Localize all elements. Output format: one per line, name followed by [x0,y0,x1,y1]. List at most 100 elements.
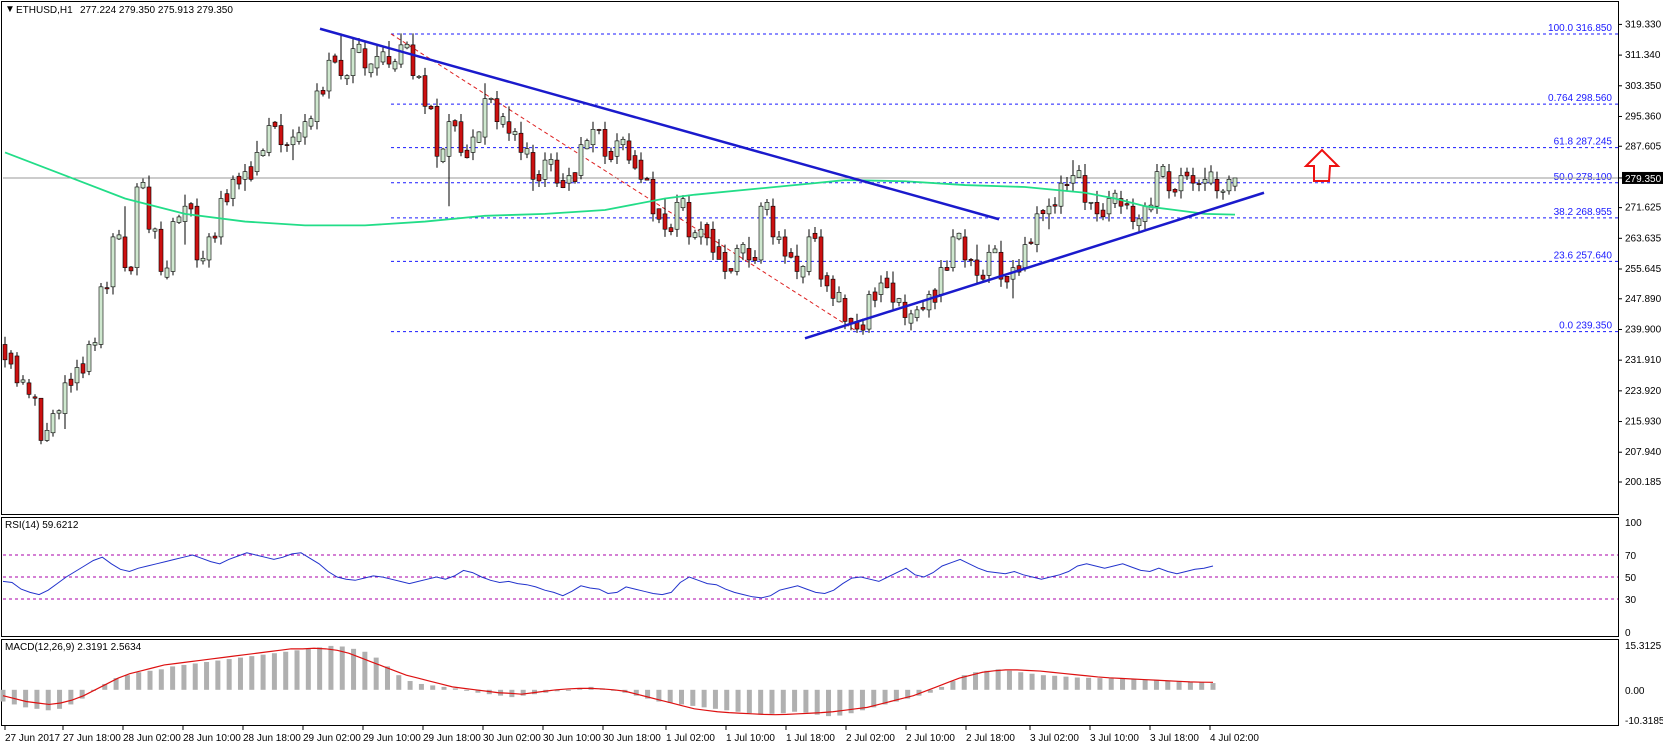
bull-candle [1136,218,1142,227]
time-label: 28 Jun 02:00 [123,733,181,744]
macd-bar [1108,678,1114,690]
time-label: 1 Jul 18:00 [786,733,835,744]
bear-candle [236,175,242,185]
price-tick-label: 223.920 [1625,386,1662,397]
bull-candle [200,257,206,262]
bear-candle [128,266,134,272]
bull-candle [98,286,104,345]
bull-candle [986,251,992,276]
macd-bar [871,689,877,708]
macd-bar [984,670,990,690]
bear-candle [728,268,734,272]
macd-bar [893,689,899,702]
bull-candle [1076,170,1082,178]
bull-candle [176,216,182,223]
macd-bar [57,689,63,709]
macd-bar [1153,679,1159,690]
rsi-panel-frame [1,517,1619,637]
time-label: 30 Jun 18:00 [603,733,661,744]
price-tick-label: 319.330 [1625,19,1662,30]
macd-bar [475,689,481,693]
bull-candle [1202,179,1208,184]
price-tick-label: 239.900 [1625,324,1662,335]
macd-bar [712,689,718,709]
bear-candle [212,235,218,239]
bear-candle [428,105,434,110]
macd-bar [113,678,119,690]
bull-candle [170,221,176,272]
bull-candle [740,244,746,254]
bull-candle [1058,182,1064,207]
macd-bar [294,650,300,690]
macd-bar [351,648,357,690]
macd-bar [192,663,198,690]
bull-candle [152,228,158,232]
bull-candle [1220,190,1226,193]
bull-candle [242,171,248,180]
bull-candle [1178,175,1184,192]
rsi-indicator: 100 70 50 30 0 [2,518,1642,639]
bear-candle [860,324,866,331]
macd-bar [848,689,854,714]
time-label: 27 Jun 2017 [5,733,60,744]
macd-bar [520,689,526,696]
bull-candle [296,132,302,142]
time-label: 2 Jul 02:00 [846,733,895,744]
bull-candle [20,379,26,383]
macd-bar [339,646,345,690]
bear-candle [1094,202,1100,215]
bear-candle [980,274,986,280]
bull-candle [512,131,518,135]
macd-bar [995,669,1001,690]
bear-candle [194,205,200,261]
fib-label: 61.8 287.245 [1554,137,1613,148]
macd-bar [973,672,979,690]
bear-candle [884,277,890,289]
bull-candle [116,234,122,240]
time-label: 1 Jul 02:00 [666,733,715,744]
bull-candle [590,129,596,146]
time-label: 29 Jun 10:00 [363,733,421,744]
bear-candle [974,259,980,276]
dropdown-arrow-icon[interactable]: ▼ [5,4,15,15]
rsi-tick-label: 100 [1625,518,1642,529]
trendline [319,27,1000,221]
svg-text:279.350: 279.350 [1625,174,1662,185]
bull-candle [776,236,782,240]
bear-candle [224,193,230,203]
bull-candle [938,267,944,295]
bear-candle [830,278,836,299]
main-panel-frame [1,1,1619,515]
time-label: 2 Jul 18:00 [966,733,1015,744]
macd-bar [1040,675,1046,690]
bear-candle [1040,210,1046,214]
macd-bar [780,689,786,714]
macd-bar [373,657,379,690]
bear-candle [968,259,974,261]
bull-candle [308,118,314,127]
time-label: 4 Jul 02:00 [1210,733,1259,744]
macd-bar [68,689,74,705]
bear-candle [842,298,848,322]
bear-candle [560,180,566,188]
bear-candle [32,396,38,399]
bear-candle [80,363,86,374]
bull-candle [1046,205,1052,215]
macd-indicator: 15.3125 0.00 -10.3185 [0,641,1663,727]
time-label: 28 Jun 10:00 [183,733,241,744]
time-label: 29 Jun 02:00 [303,733,361,744]
macd-bar [961,675,967,690]
bull-candle [470,136,476,153]
fib-diagonal [390,33,858,333]
bear-candle [1004,276,1010,283]
up-arrow-icon [1303,148,1341,182]
bull-candle [584,140,590,150]
bear-candle [602,129,608,157]
bull-candle [1034,213,1040,245]
time-label: 30 Jun 02:00 [483,733,541,744]
ma-line [4,151,1236,227]
time-label: 1 Jul 10:00 [726,733,775,744]
bull-candle [260,150,266,156]
macd-bar [792,689,798,712]
price-tick-label: 271.625 [1625,203,1662,214]
